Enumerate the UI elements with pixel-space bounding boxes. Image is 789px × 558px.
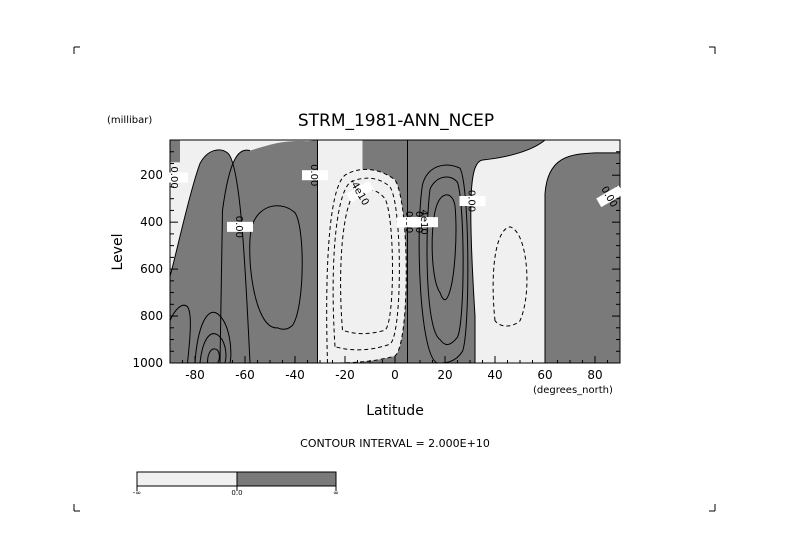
x-tick-label-80: 80 bbox=[587, 368, 602, 382]
negative-contour-2 bbox=[332, 177, 400, 351]
positive-contour-3 bbox=[426, 176, 464, 346]
contour-label-7: 4e10 bbox=[418, 210, 429, 235]
y-tick-label-600: 600 bbox=[140, 262, 163, 276]
y-tick-label-200: 200 bbox=[140, 168, 163, 182]
positive-contour-8 bbox=[170, 304, 191, 363]
x-axis: -80 -60 -40 -20 0 20 40 60 80 bbox=[169, 356, 621, 382]
negative-contour-1 bbox=[326, 168, 407, 363]
corner-marks bbox=[73, 46, 716, 512]
negative-region-1 bbox=[326, 169, 407, 363]
colorbar-label-positive: ∞ bbox=[333, 489, 339, 497]
positive-contour-5 bbox=[194, 311, 232, 363]
positive-contour-1 bbox=[249, 205, 303, 330]
contour-label-background-2 bbox=[227, 221, 253, 232]
contour-label-background-1 bbox=[162, 172, 188, 183]
positive-contour-4 bbox=[431, 194, 457, 301]
x-axis-label: Latitude bbox=[366, 403, 424, 419]
x-tick-label-60: 60 bbox=[537, 368, 552, 382]
contour-label-1: 0.00 bbox=[168, 166, 179, 188]
contour-label-background-3 bbox=[302, 170, 328, 181]
x-tick-label--40: -40 bbox=[285, 368, 305, 382]
negative-contour-3 bbox=[340, 189, 393, 335]
zero-contour-5 bbox=[470, 140, 546, 363]
x-axis-units: (degrees_north) bbox=[533, 385, 613, 396]
y-tick-label-1000: 1000 bbox=[132, 356, 163, 370]
zero-contour-1 bbox=[170, 149, 251, 363]
contour-label-2: 0.00 bbox=[233, 216, 244, 238]
x-tick-label-40: 40 bbox=[487, 368, 502, 382]
zero-contour-6 bbox=[544, 152, 620, 363]
positive-contour-2 bbox=[418, 164, 469, 363]
colorbar-negative-swatch bbox=[136, 471, 238, 487]
contour-label-background-4 bbox=[346, 180, 374, 203]
chart-title: STRM_1981-ANN_NCEP bbox=[298, 111, 494, 131]
contour-interval-label: CONTOUR INTERVAL = 2.000E+10 bbox=[300, 437, 490, 450]
zero-contour-2 bbox=[219, 149, 251, 363]
colorbar-ticks bbox=[136, 486, 337, 491]
contour-label-background-8 bbox=[459, 196, 486, 207]
y-axis-label: Level bbox=[110, 234, 126, 271]
x-tick-label--60: -60 bbox=[235, 368, 255, 382]
x-tick-label--80: -80 bbox=[185, 368, 205, 382]
y-tick-label-400: 400 bbox=[140, 215, 163, 229]
x-tick-label-0: 0 bbox=[391, 368, 399, 382]
y-axis: 200 400 600 800 1000 bbox=[132, 151, 620, 370]
colorbar-positive-swatch bbox=[236, 471, 337, 487]
y-axis-units: (millibar) bbox=[107, 115, 152, 126]
negative-contour-4 bbox=[492, 226, 528, 327]
positive-region-3 bbox=[220, 140, 318, 363]
contour-label-8: 0.00 bbox=[466, 190, 477, 212]
colorbar-label-zero: 0.0 bbox=[231, 489, 242, 497]
colorbar: -∞ 0.0 ∞ bbox=[133, 471, 339, 497]
positive-region-1 bbox=[170, 140, 180, 163]
x-tick-label-20: 20 bbox=[437, 368, 452, 382]
plot-area bbox=[170, 140, 620, 363]
contour-label-background-9 bbox=[596, 185, 624, 208]
negative-region-2 bbox=[493, 226, 527, 321]
y-tick-label-800: 800 bbox=[140, 309, 163, 323]
contour-label-3: 0.00 bbox=[308, 164, 319, 186]
colorbar-label-negative: -∞ bbox=[133, 489, 141, 497]
positive-region-5 bbox=[407, 140, 545, 363]
contour-label-background-7 bbox=[412, 217, 438, 228]
x-tick-label--20: -20 bbox=[335, 368, 355, 382]
positive-contour-6 bbox=[199, 333, 227, 363]
positive-contour-7 bbox=[207, 348, 220, 363]
